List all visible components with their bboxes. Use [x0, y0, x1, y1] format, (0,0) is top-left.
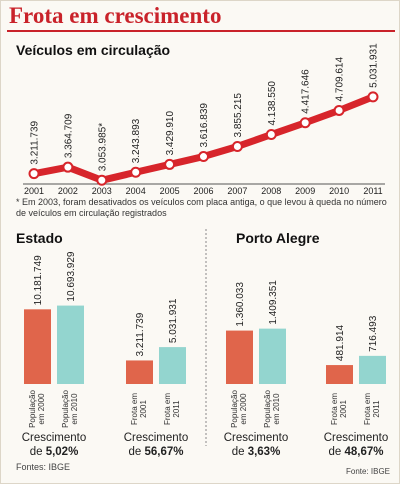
x-tick-label: 2010 [329, 186, 349, 196]
growth-text: Crescimento de 48,67% [316, 431, 396, 459]
bar [57, 305, 84, 384]
category-label: População em 2010 [60, 390, 79, 428]
source: Fonte: IBGE [346, 467, 391, 476]
source: Fontes: IBGE [16, 462, 71, 472]
x-tick-label: 2011 [363, 186, 382, 196]
point [62, 161, 74, 173]
growth-label: Crescimento de [123, 432, 189, 458]
point [367, 91, 379, 103]
x-tick-label: 2009 [295, 186, 315, 196]
category-label: Frota em 2011 [162, 393, 181, 426]
value-label: 3.211.739 [135, 312, 146, 356]
category-label: População em 2000 [27, 390, 46, 428]
value-label: 10.181.749 [33, 255, 44, 305]
point [164, 158, 176, 170]
value-label: 10.693.929 [66, 251, 77, 301]
footnote: * Em 2003, foram desativados os veículos… [16, 197, 387, 218]
point [130, 166, 142, 178]
bar [259, 328, 286, 384]
value-label: 3.243.893 [131, 118, 142, 163]
value-label: 3.429.910 [165, 110, 176, 155]
x-tick-label: 2002 [58, 186, 78, 196]
value-label: 3.211.739 [30, 120, 41, 164]
value-label: 3.053.985* [97, 123, 108, 171]
growth-value: 3,63% [247, 446, 281, 458]
value-label: 4.417.646 [301, 69, 312, 114]
value-label: 3.616.839 [199, 103, 210, 148]
category-label: População em 2010 [262, 390, 281, 428]
growth-value: 56,67% [144, 446, 184, 458]
growth-value: 5,02% [45, 446, 79, 458]
value-label: 4.709.614 [335, 57, 346, 102]
value-label: 3.364.709 [63, 113, 74, 158]
value-label: 4.138.550 [267, 81, 278, 126]
growth-text: Crescimento de 3,63% [216, 431, 296, 459]
growth-text: Crescimento de 56,67% [116, 431, 196, 459]
bar [126, 360, 153, 384]
value-label: 5.031.931 [168, 298, 179, 343]
section-title: Estado [16, 230, 63, 246]
x-tick-label: 2004 [126, 186, 146, 196]
x-tick-label: 2006 [193, 186, 213, 196]
x-tick-label: 2005 [160, 186, 180, 196]
point [96, 174, 108, 186]
category-label: População em 2000 [229, 390, 248, 428]
point [265, 129, 277, 141]
growth-text: Crescimento de 5,02% [14, 431, 94, 459]
chart-subtitle: Veículos em circulação [16, 42, 171, 58]
bar [159, 347, 186, 384]
value-label: 3.855.215 [233, 93, 244, 138]
point [231, 140, 243, 152]
category-label: Frota em 2001 [129, 393, 148, 426]
x-tick-label: 2003 [92, 186, 112, 196]
category-label: Frota em 2011 [362, 393, 381, 426]
growth-label: Crescimento de [223, 432, 289, 458]
section-title: Porto Alegre [236, 230, 320, 246]
x-tick-label: 2001 [24, 186, 44, 196]
point [333, 104, 345, 116]
value-label: 1.409.351 [268, 280, 279, 325]
x-tick-label: 2008 [261, 186, 281, 196]
growth-label: Crescimento de [21, 432, 87, 458]
value-label: 481.914 [335, 324, 346, 361]
value-label: 716.493 [368, 315, 379, 352]
page-title: Frota em crescimento [9, 3, 222, 28]
value-label: 5.031.931 [369, 43, 380, 88]
bar [24, 309, 51, 384]
point [299, 117, 311, 129]
point [28, 168, 40, 180]
growth-label: Crescimento de [323, 432, 389, 458]
category-label: Frota em 2001 [329, 393, 348, 426]
point [198, 151, 209, 163]
bar [359, 355, 386, 384]
x-tick-label: 2007 [227, 186, 247, 196]
bar [326, 365, 353, 384]
growth-value: 48,67% [344, 446, 384, 458]
bar [226, 330, 253, 384]
value-label: 1.360.033 [235, 282, 246, 327]
